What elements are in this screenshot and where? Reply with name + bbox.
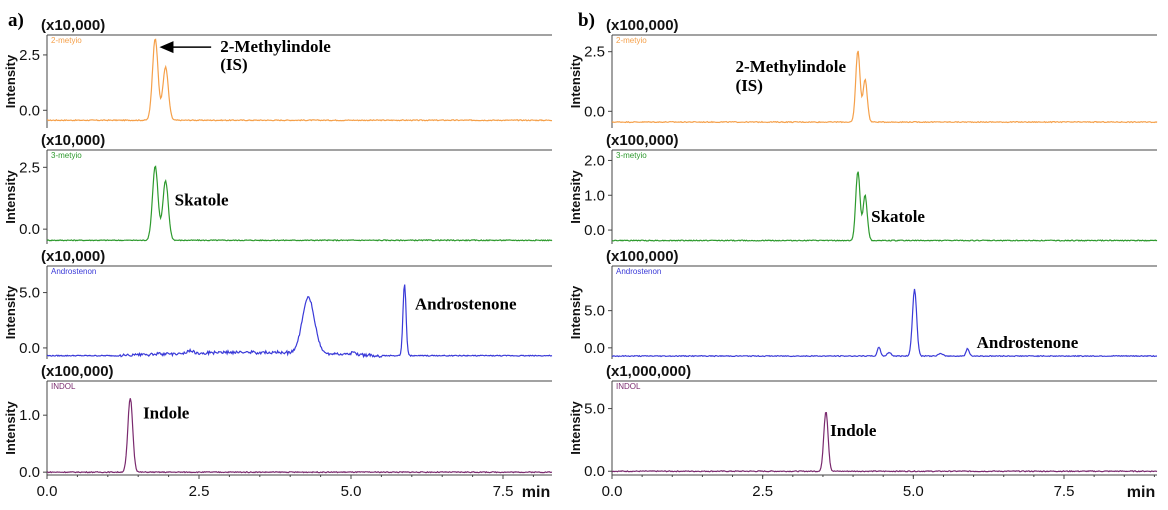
trace-line xyxy=(47,38,553,122)
scale-label: (x1,000,000) xyxy=(606,363,691,380)
scale-label: (x100,000) xyxy=(41,363,114,380)
y-tick-label: 0.0 xyxy=(19,340,40,357)
x-tick-label: 7.5 xyxy=(1054,483,1075,500)
panel-label: a) xyxy=(8,10,24,31)
peak-annotation: Indole xyxy=(830,421,877,440)
x-tick-label: 0.0 xyxy=(602,483,623,500)
y-axis-label: Intensity xyxy=(568,170,583,224)
y-tick-label: 5.0 xyxy=(19,285,40,302)
trace-line xyxy=(611,171,1158,242)
trace-line xyxy=(46,284,553,359)
peak-annotation: Skatole xyxy=(175,190,229,209)
trace-name: 3-metyio xyxy=(616,151,647,160)
y-axis-label: Intensity xyxy=(568,285,583,339)
y-axis-label: Intensity xyxy=(3,54,18,108)
peak-annotation: 2-Methylindole xyxy=(220,37,331,56)
y-tick-label: 0.0 xyxy=(584,222,605,239)
panel-label: b) xyxy=(578,10,595,31)
x-tick-label: 2.5 xyxy=(189,483,210,500)
x-axis-unit: min xyxy=(1127,484,1155,501)
x-axis-unit: min xyxy=(522,484,550,501)
y-tick-label: 2.5 xyxy=(19,159,40,176)
y-tick-label: 1.0 xyxy=(584,187,605,204)
y-tick-label: 2.5 xyxy=(19,47,40,64)
trace-name: INDOL xyxy=(51,382,76,391)
scale-label: (x10,000) xyxy=(41,17,105,34)
trace-line xyxy=(46,398,553,474)
y-axis-label: Intensity xyxy=(3,401,18,455)
trace-name: 2-metyio xyxy=(616,36,647,45)
y-tick-label: 0.0 xyxy=(584,340,605,357)
y-tick-label: 0.0 xyxy=(584,463,605,480)
x-tick-label: 5.0 xyxy=(903,483,924,500)
trace-line xyxy=(611,288,1158,358)
peak-annotation: Indole xyxy=(143,403,190,422)
x-tick-label: 0.0 xyxy=(37,483,58,500)
x-tick-label: 7.5 xyxy=(493,483,514,500)
trace-line xyxy=(611,50,1158,124)
y-tick-label: 0.0 xyxy=(19,221,40,238)
x-axis: 0.0 2.5 5.0 7.5 min xyxy=(602,474,1157,501)
trace-line xyxy=(611,412,1158,473)
arrow-head xyxy=(159,41,174,54)
y-tick-label: 2.5 xyxy=(584,44,605,61)
y-tick-label: 5.0 xyxy=(584,401,605,418)
trace-name: 2-metyio xyxy=(51,36,82,45)
y-tick-label: 0.0 xyxy=(19,102,40,119)
scale-label: (x10,000) xyxy=(41,248,105,265)
peak-annotation: Androstenone xyxy=(977,333,1079,352)
peak-annotation: 2-Methylindole xyxy=(736,57,847,76)
trace-name: INDOL xyxy=(616,382,641,391)
y-tick-label: 2.0 xyxy=(584,152,605,169)
y-axis-label: Intensity xyxy=(568,401,583,455)
y-tick-label: 0.0 xyxy=(584,103,605,120)
x-tick-label: 2.5 xyxy=(752,483,773,500)
trace-line xyxy=(46,165,553,242)
peak-annotation: Androstenone xyxy=(415,295,517,314)
y-axis-label: Intensity xyxy=(568,54,583,108)
x-tick-label: 5.0 xyxy=(341,483,362,500)
trace-name: Androstenon xyxy=(616,267,661,276)
trace-name: Androstenon xyxy=(51,267,96,276)
scale-label: (x10,000) xyxy=(41,132,105,149)
peak-annotation: (IS) xyxy=(220,55,247,74)
trace-name: 3-metyio xyxy=(51,151,82,160)
peak-annotation: (IS) xyxy=(736,76,763,95)
y-axis-label: Intensity xyxy=(3,170,18,224)
y-tick-label: 1.0 xyxy=(19,407,40,424)
peak-annotation: Skatole xyxy=(871,207,925,226)
x-axis: 0.0 2.5 5.0 7.5 min xyxy=(37,474,552,501)
scale-label: (x100,000) xyxy=(606,17,679,34)
y-tick-label: 5.0 xyxy=(584,303,605,320)
y-axis-label: Intensity xyxy=(3,285,18,339)
scale-label: (x100,000) xyxy=(606,132,679,149)
y-tick-label: 0.0 xyxy=(19,464,40,481)
scale-label: (x100,000) xyxy=(606,248,679,265)
panel-b: b) (x100,000)2-metyioIntensity0.02.52-Met… xyxy=(568,10,1158,501)
